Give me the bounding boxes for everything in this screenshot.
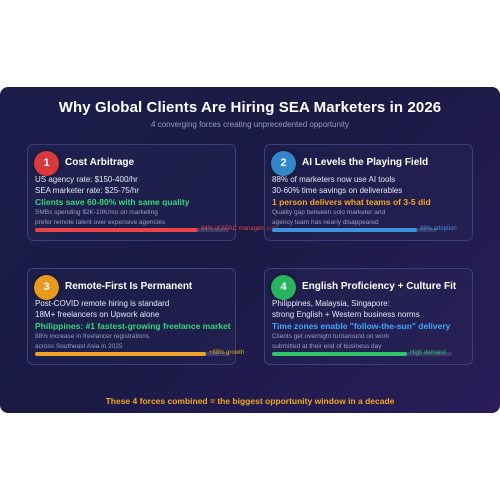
- number-badge: 3: [34, 275, 59, 300]
- number-badge: 2: [271, 151, 296, 176]
- card-title: Cost Arbitrage: [65, 157, 135, 168]
- footer-callout: These 4 forces combined = the biggest op…: [105, 396, 395, 406]
- progress-track: [35, 352, 229, 356]
- progress-track: [35, 228, 229, 232]
- card-line: 18M+ freelancers on Upwork alone: [35, 310, 160, 319]
- progress-fill: [35, 228, 198, 232]
- card-title: English Proficiency + Culture Fit: [302, 281, 457, 292]
- card-note: SMBs spending $2K-10K/mo on marketing: [35, 209, 158, 216]
- card-note: Clients get overnight turnaround on work: [272, 333, 390, 340]
- card-remote-first: 3 Remote-First Is Permanent Post-COVID r…: [27, 268, 244, 365]
- card-highlight: 1 person delivers what teams of 3-5 did: [272, 197, 431, 207]
- card-ai-levels: 2 AI Levels the Playing Field 88% of mar…: [264, 144, 473, 241]
- card-note: prefer remote talent over expensive agen…: [35, 219, 166, 226]
- card-line: 30-60% time savings on deliverables: [272, 186, 403, 195]
- page-subtitle: 4 converging forces creating unprecedent…: [151, 120, 349, 129]
- card-line: SEA marketer rate: $25-75/hr: [35, 186, 140, 195]
- card-note: Quality gap between solo marketer and: [272, 209, 386, 216]
- card-line: Post-COVID remote hiring is standard: [35, 299, 170, 308]
- progress-label: High demand: [410, 350, 446, 356]
- progress-fill: [35, 352, 206, 356]
- card-note: across Southeast Asia in 2025: [35, 343, 123, 350]
- card-line: strong English + Western business norms: [272, 310, 420, 319]
- progress-label: 88% adoption: [420, 226, 457, 232]
- progress-track: [272, 228, 437, 232]
- card-line: US agency rate: $150-400/hr: [35, 175, 138, 184]
- card-line: Philippines, Malaysia, Singapore:: [272, 299, 390, 308]
- infographic-panel: Why Global Clients Are Hiring SEA Market…: [0, 87, 500, 413]
- card-line: 88% of marketers now use AI tools: [272, 175, 396, 184]
- card-highlight: Time zones enable "follow-the-sun" deliv…: [272, 321, 451, 331]
- progress-fill: [272, 228, 417, 232]
- progress-label: +88% growth: [209, 350, 245, 356]
- card-cost-arbitrage: 1 Cost Arbitrage US agency rate: $150-40…: [27, 144, 278, 241]
- card-note: agency team has nearly disappeared: [272, 219, 379, 226]
- progress-fill: [272, 352, 407, 356]
- card-highlight: Philippines: #1 fastest-growing freelanc…: [35, 321, 231, 331]
- number-badge: 1: [34, 151, 59, 176]
- page-title: Why Global Clients Are Hiring SEA Market…: [58, 99, 442, 116]
- card-highlight: Clients save 60-80% with same quality: [35, 197, 190, 207]
- card-title: AI Levels the Playing Field: [302, 157, 429, 168]
- card-english-proficiency: 4 English Proficiency + Culture Fit Phil…: [264, 268, 473, 365]
- card-title: Remote-First Is Permanent: [65, 281, 193, 292]
- number-badge: 4: [271, 275, 296, 300]
- progress-track: [272, 352, 452, 356]
- card-note: 88% increase in freelancer registrations: [35, 333, 150, 340]
- progress-label: 84% of APAC managers outs: [201, 226, 279, 232]
- card-note: submitted at their end of business day: [272, 343, 382, 350]
